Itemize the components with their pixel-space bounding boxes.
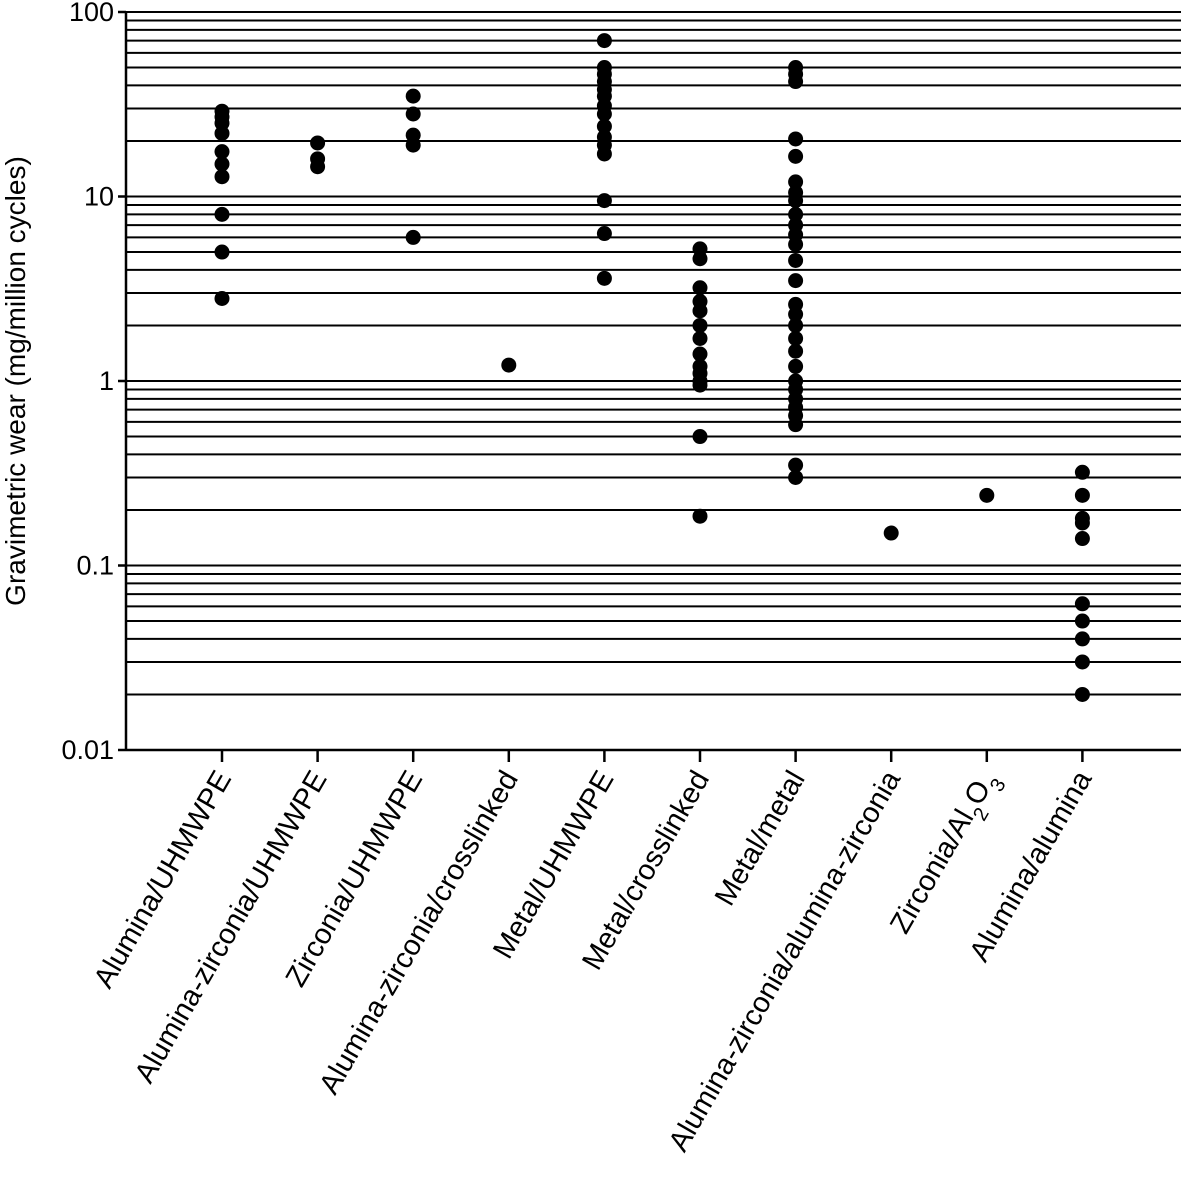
data-point bbox=[596, 193, 612, 209]
data-point bbox=[788, 330, 804, 346]
y-tick-label: 10 bbox=[84, 182, 114, 212]
data-point bbox=[1074, 531, 1090, 547]
y-tick-label: 1 bbox=[99, 366, 114, 396]
data-point bbox=[692, 251, 708, 267]
data-point bbox=[692, 303, 708, 319]
data-point bbox=[788, 193, 804, 209]
y-tick-label: 0.01 bbox=[61, 735, 114, 765]
data-point bbox=[310, 135, 326, 151]
data-point bbox=[1074, 596, 1090, 612]
data-point bbox=[596, 226, 612, 242]
y-tick-label: 0.1 bbox=[76, 551, 114, 581]
data-point bbox=[1074, 654, 1090, 670]
data-point bbox=[788, 343, 804, 359]
data-point bbox=[405, 137, 421, 153]
y-ticks: 100 10 1 0.1 0.01 bbox=[61, 0, 126, 765]
data-point bbox=[1074, 613, 1090, 629]
data-point bbox=[1074, 686, 1090, 702]
data-point bbox=[979, 487, 995, 503]
data-point bbox=[310, 159, 326, 175]
data-point bbox=[214, 144, 230, 160]
data-point bbox=[214, 290, 230, 306]
data-point bbox=[405, 229, 421, 245]
data-point bbox=[788, 236, 804, 252]
data-point bbox=[501, 357, 517, 373]
data-point bbox=[692, 280, 708, 296]
data-point bbox=[214, 206, 230, 222]
data-point bbox=[883, 525, 899, 541]
data-point bbox=[788, 174, 804, 190]
data-point bbox=[788, 273, 804, 289]
data-point bbox=[405, 88, 421, 104]
data-point bbox=[596, 33, 612, 49]
data-points bbox=[214, 33, 1090, 702]
x-ticks bbox=[220, 750, 1084, 762]
category-labels: Alumina/UHMWPEAlumina-zirconia/UHMWPEZir… bbox=[88, 765, 1099, 1157]
category-label: Alumina-zirconia/crosslinked bbox=[313, 766, 524, 1100]
data-point bbox=[214, 244, 230, 260]
data-point bbox=[788, 148, 804, 164]
data-point bbox=[214, 169, 230, 185]
data-point bbox=[788, 317, 804, 333]
data-point bbox=[788, 206, 804, 222]
data-point bbox=[692, 377, 708, 393]
data-point bbox=[692, 317, 708, 333]
data-point bbox=[1074, 487, 1090, 503]
data-point bbox=[788, 457, 804, 473]
data-point bbox=[214, 156, 230, 172]
data-point bbox=[596, 106, 612, 122]
data-point bbox=[1074, 515, 1090, 531]
data-point bbox=[596, 118, 612, 134]
data-point bbox=[788, 469, 804, 485]
data-point bbox=[788, 417, 804, 433]
data-point bbox=[788, 131, 804, 147]
y-tick-label: 100 bbox=[69, 0, 114, 27]
data-point bbox=[596, 270, 612, 286]
category-label: Alumina-zirconia/UHMWPE bbox=[129, 766, 334, 1089]
data-point bbox=[788, 306, 804, 322]
data-point bbox=[214, 125, 230, 141]
data-point bbox=[692, 346, 708, 362]
category-label: Metal/metal bbox=[709, 766, 812, 912]
grid-lines bbox=[126, 11, 1181, 696]
data-point bbox=[405, 106, 421, 122]
data-point bbox=[788, 74, 804, 90]
data-point bbox=[596, 146, 612, 162]
data-point bbox=[1074, 464, 1090, 480]
data-point bbox=[692, 330, 708, 346]
data-point bbox=[692, 508, 708, 524]
data-point bbox=[1074, 631, 1090, 647]
data-point bbox=[692, 429, 708, 445]
y-axis-label: Gravimetric wear (mg/million cycles) bbox=[0, 156, 31, 606]
data-point bbox=[788, 358, 804, 374]
data-point bbox=[788, 252, 804, 268]
